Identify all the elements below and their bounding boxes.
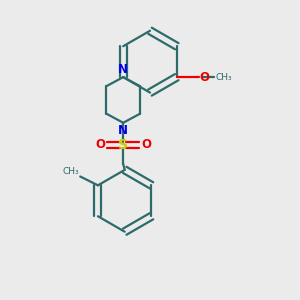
Text: S: S xyxy=(118,138,128,152)
Text: CH₃: CH₃ xyxy=(63,167,80,176)
Text: O: O xyxy=(200,70,210,84)
Text: N: N xyxy=(118,124,128,137)
Text: O: O xyxy=(96,138,106,151)
Text: N: N xyxy=(118,63,128,76)
Text: CH₃: CH₃ xyxy=(216,73,232,82)
Text: O: O xyxy=(141,138,151,151)
